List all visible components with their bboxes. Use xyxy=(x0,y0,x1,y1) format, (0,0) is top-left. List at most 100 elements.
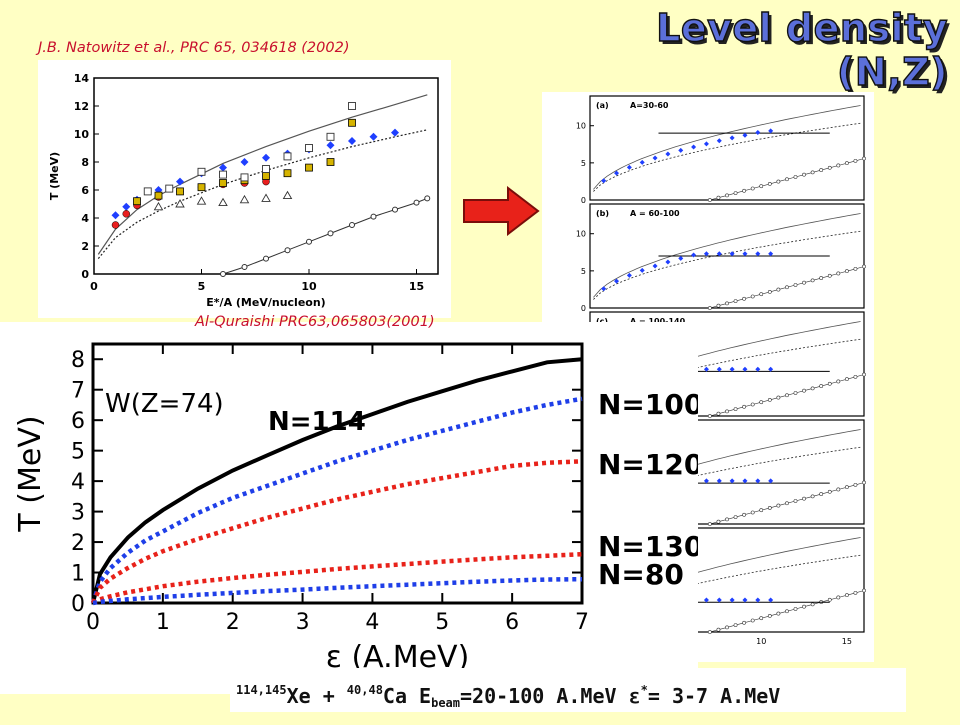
data-point xyxy=(678,255,684,261)
y-tick-label: 5 xyxy=(581,159,586,168)
data-point xyxy=(716,478,722,484)
model-point xyxy=(733,623,738,627)
model-point xyxy=(759,292,764,297)
data-point xyxy=(614,170,620,176)
data-point xyxy=(239,194,250,204)
model-point xyxy=(776,503,781,508)
data-point xyxy=(601,178,607,184)
y-tick-label: 8 xyxy=(81,156,89,169)
data-point xyxy=(262,172,270,180)
model-point xyxy=(853,158,858,163)
model-point xyxy=(785,285,789,290)
model-point xyxy=(802,172,806,177)
data-point xyxy=(768,128,774,134)
data-point xyxy=(197,167,206,176)
model-point xyxy=(802,496,806,501)
y-tick-label: 14 xyxy=(74,72,90,85)
model-point xyxy=(793,499,798,503)
x-tick-label: 4 xyxy=(365,610,379,635)
y-tick-label: 10 xyxy=(74,128,90,141)
y-tick-label: 12 xyxy=(74,100,89,113)
model-point xyxy=(827,489,832,494)
y-tick-label: 5 xyxy=(581,267,586,276)
model-point xyxy=(776,287,781,292)
caption-part: 40,48 xyxy=(346,683,383,697)
model-point xyxy=(716,627,721,632)
model-point xyxy=(836,595,841,600)
data-point xyxy=(240,158,249,166)
model-point xyxy=(733,299,738,303)
y-tick-label: 2 xyxy=(71,531,85,556)
data-point xyxy=(348,137,356,145)
model-point xyxy=(413,199,420,206)
plot-frame xyxy=(93,77,439,275)
model-point xyxy=(725,625,729,630)
model-point xyxy=(836,487,841,492)
model-point xyxy=(725,193,729,198)
y-tick-label: 0 xyxy=(581,196,586,205)
data-point xyxy=(716,597,722,603)
model-point xyxy=(862,588,866,593)
data-point xyxy=(326,141,335,150)
data-point xyxy=(703,251,709,257)
right-arrow-icon xyxy=(463,186,540,236)
y-tick-label: 8 xyxy=(71,348,85,373)
data-point xyxy=(652,155,658,161)
series-label: N=100 xyxy=(598,388,698,421)
caption-part: * xyxy=(640,683,648,697)
data-point xyxy=(768,366,774,372)
model-curve xyxy=(593,338,861,408)
model-point xyxy=(785,393,789,398)
y-tick-label: 4 xyxy=(71,470,85,495)
y-tick-label: 6 xyxy=(81,184,89,197)
model-point xyxy=(220,271,226,277)
sub-panel-label: (a) xyxy=(596,101,609,110)
model-point xyxy=(819,492,824,496)
x-tick-label: 5 xyxy=(198,280,206,293)
model-point xyxy=(750,186,755,191)
model-point xyxy=(750,510,755,515)
model-point xyxy=(759,400,764,405)
data-point xyxy=(703,597,709,603)
y-tick-label: 4 xyxy=(81,212,89,225)
model-point xyxy=(862,264,866,269)
model-point xyxy=(844,485,849,490)
caption-part: Xe + xyxy=(286,684,347,708)
model-point xyxy=(707,198,712,202)
model-point xyxy=(750,402,755,407)
model-point xyxy=(785,501,789,506)
model-point xyxy=(750,618,755,623)
data-point xyxy=(219,170,227,179)
data-point xyxy=(729,251,735,257)
model-point xyxy=(241,264,248,270)
data-point xyxy=(282,190,293,200)
data-point xyxy=(262,153,270,162)
y-tick-label: 0 xyxy=(71,592,85,617)
model-point xyxy=(810,386,815,391)
model-point xyxy=(853,590,858,595)
model-point xyxy=(742,296,747,301)
model-point xyxy=(759,616,764,621)
series-label: N=130 xyxy=(598,530,698,563)
y-tick-label: 3 xyxy=(71,501,85,526)
data-point xyxy=(729,597,735,603)
model-point xyxy=(862,480,866,485)
y-tick-label: 5 xyxy=(71,440,85,465)
model-point xyxy=(733,191,738,195)
model-point xyxy=(750,294,755,299)
y-tick-label: 6 xyxy=(71,409,85,434)
natowitz-chart: 0 2 4 6 8 10 12 14 0 5 10 15 E*/A (MeV/nucleon) T (Me… xyxy=(48,72,439,309)
data-point xyxy=(755,478,761,484)
caption-part: =20-100 A.MeV ε xyxy=(460,684,641,708)
model-point xyxy=(742,188,747,193)
data-point xyxy=(283,169,292,178)
model-curve xyxy=(593,122,861,192)
data-point xyxy=(691,144,697,150)
data-point xyxy=(742,251,748,257)
model-point xyxy=(707,414,712,418)
model-point xyxy=(844,377,849,382)
model-point xyxy=(785,177,789,182)
data-point xyxy=(391,128,399,137)
data-point xyxy=(196,196,207,205)
